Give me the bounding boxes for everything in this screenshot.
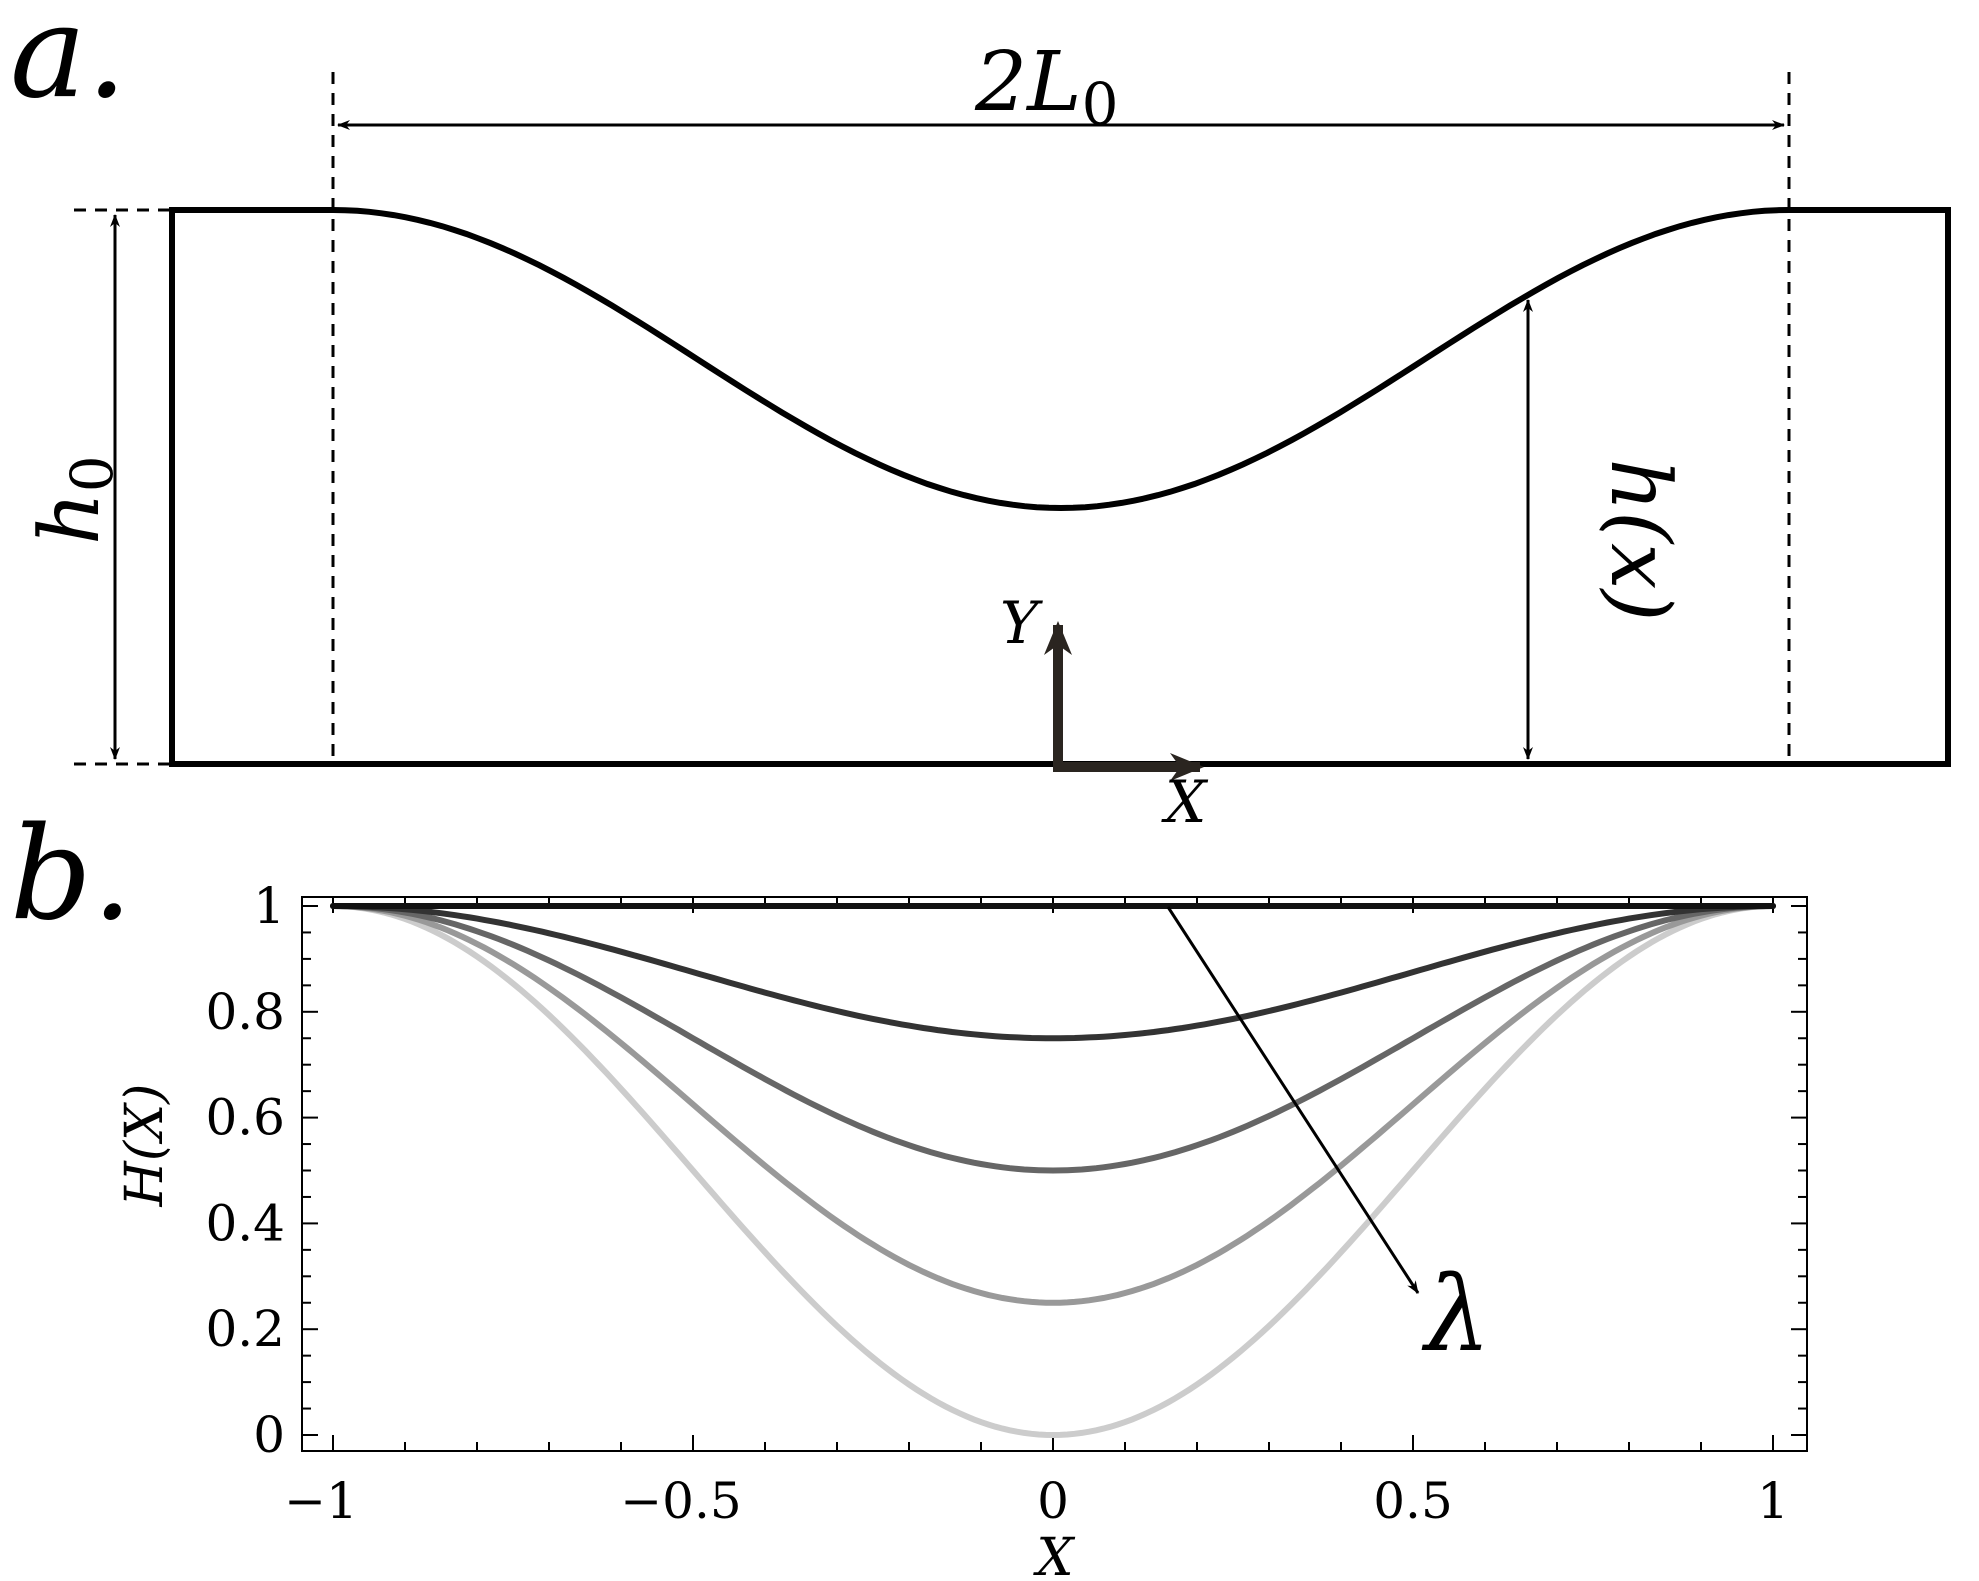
y-tick-label: 0.4: [205, 1194, 285, 1252]
curve-group: [330, 903, 1776, 1439]
profile-height-label: h(x): [1592, 458, 1687, 621]
y-tick-label: 0.8: [205, 983, 285, 1041]
tick-label-group: −1 −0.5 0 0.5 1 0 0.2 0.4 0.6 0.8 1: [205, 877, 1788, 1530]
tick-group: [302, 897, 1807, 1451]
panel-a: a. 2L0 h0 h(x) Y X: [10, 0, 1951, 836]
x-tick-label: 0.5: [1373, 1472, 1453, 1530]
x-axis-title: X: [1032, 1528, 1075, 1581]
series-line-3: [330, 903, 1776, 1174]
axis-y-label: Y: [1000, 589, 1043, 657]
series-line-2: [330, 903, 1776, 1042]
y-tick-label: 0.6: [205, 1089, 285, 1147]
panel-a-letter: a.: [10, 0, 127, 127]
series-line-5: [330, 903, 1776, 1439]
lambda-arrow: [1166, 906, 1420, 1294]
panel-b-letter: b.: [10, 800, 133, 949]
y-tick-label: 1: [253, 877, 285, 935]
x-tick-label: 1: [1757, 1472, 1789, 1530]
y-axis-title: H(X): [115, 1084, 175, 1208]
series-line-4: [330, 903, 1776, 1306]
plot-frame: [301, 896, 1808, 1452]
x-tick-label: 0: [1037, 1472, 1069, 1530]
channel-outline: [169, 207, 1951, 767]
axis-x-label: X: [1161, 768, 1209, 836]
x-tick-label: −1: [284, 1472, 358, 1530]
panel-b: b. −1 −0.5 0 0.5 1 0 0.2 0.4 0.6 0.8 1 X H(X) λ: [10, 800, 1808, 1581]
width-label: 2L0: [974, 35, 1119, 138]
x-tick-label: −0.5: [620, 1472, 741, 1530]
y-tick-label: 0.2: [205, 1300, 285, 1358]
height-label: h0: [23, 455, 126, 545]
y-tick-label: 0: [253, 1406, 285, 1464]
lambda-label: λ: [1421, 1253, 1491, 1375]
